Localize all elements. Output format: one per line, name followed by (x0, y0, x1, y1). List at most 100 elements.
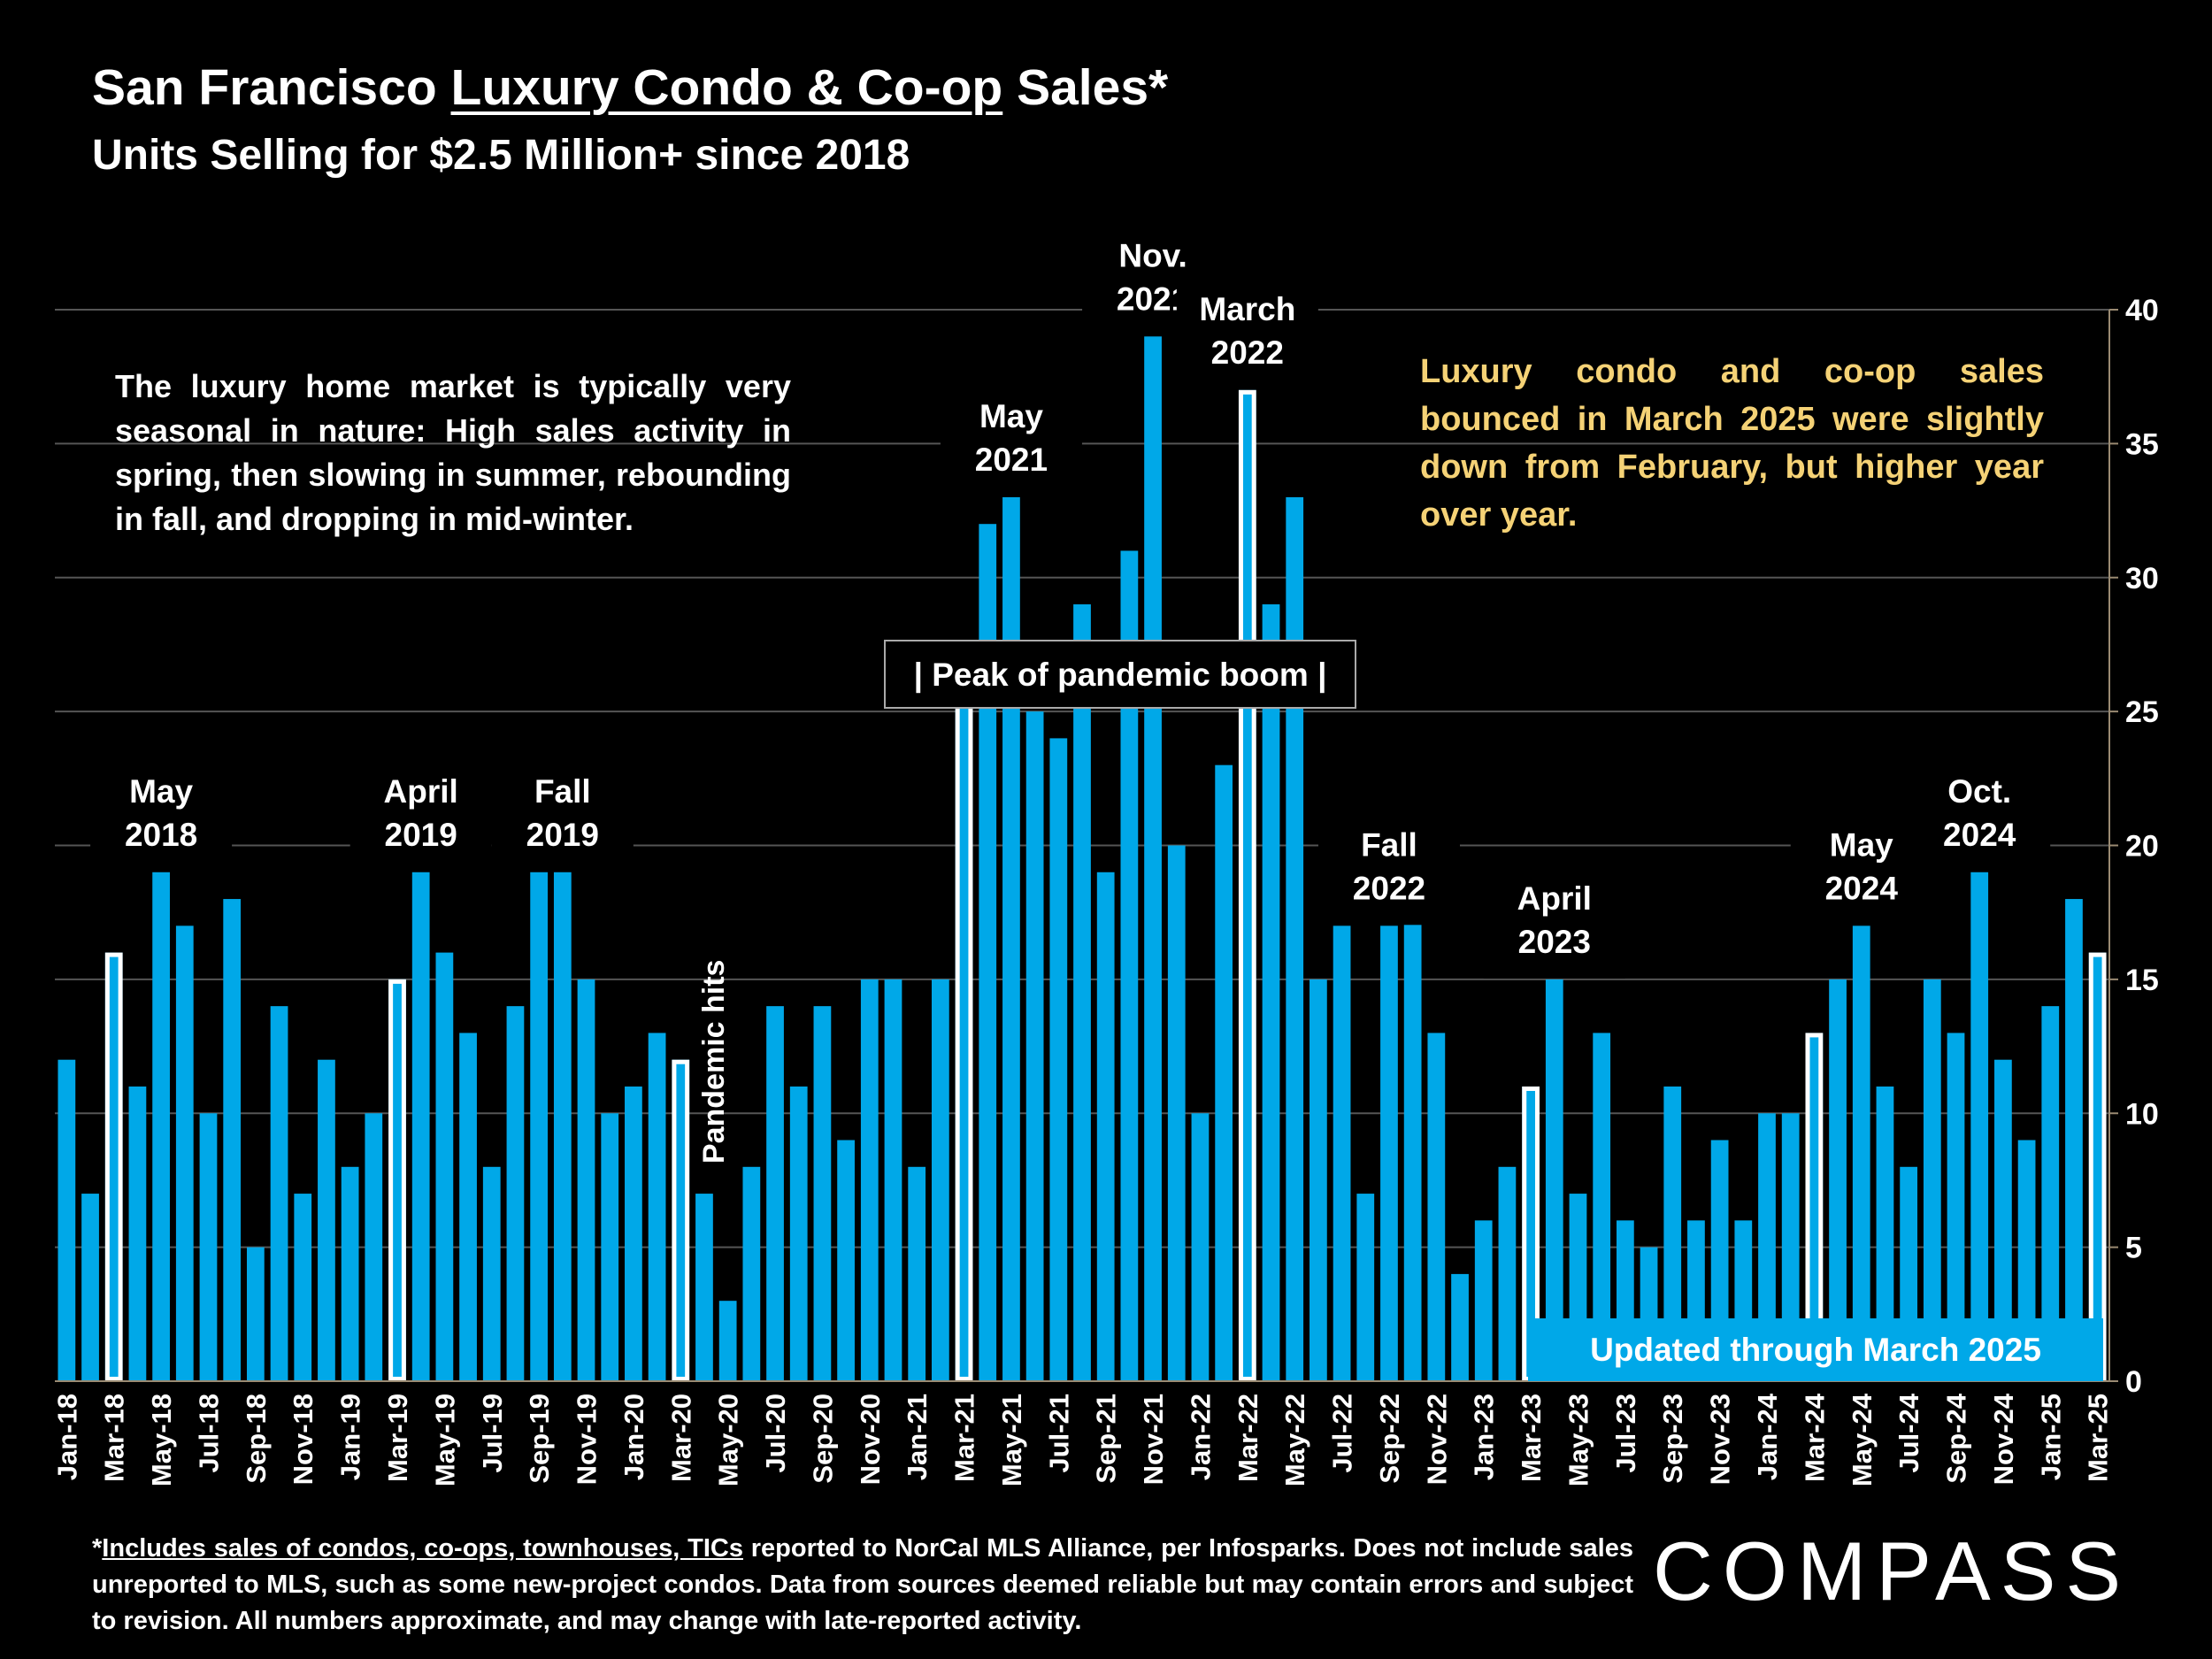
x-tick-label: Jul-18 (193, 1394, 224, 1473)
annotation-background (491, 763, 634, 872)
annotation-background (1176, 280, 1318, 389)
title-post: Sales* (1002, 59, 1169, 116)
x-tick-label: Nov-19 (572, 1394, 603, 1485)
annotation-background (1909, 763, 2051, 872)
bar (553, 872, 572, 1381)
x-tick-label: Jul-24 (1893, 1393, 1924, 1472)
peak-pandemic-label: | Peak of pandemic boom | (914, 657, 1327, 694)
x-tick-label: Jan-21 (902, 1394, 933, 1480)
bar (625, 1086, 642, 1381)
bar (199, 1113, 218, 1381)
chart-subtitle: Units Selling for $2.5 Million+ since 20… (92, 132, 910, 179)
bar (1947, 1033, 1965, 1381)
y-tick-label: 15 (2125, 964, 2159, 997)
annotation-label: 2024 (1943, 817, 2016, 853)
bar (152, 872, 170, 1381)
x-tick-label: Mar-21 (949, 1394, 980, 1482)
x-tick-label: Mar-22 (1233, 1394, 1263, 1482)
bar (1829, 979, 1847, 1381)
bar (1167, 845, 1186, 1381)
x-tick-label: Mar-20 (665, 1394, 696, 1482)
annotation-label: Fall (1361, 826, 1417, 863)
x-tick-label: Jan-25 (2035, 1394, 2066, 1480)
x-tick-label: Sep-21 (1091, 1394, 1122, 1484)
bar (1593, 1033, 1611, 1381)
x-tick-label: Nov-23 (1705, 1394, 1736, 1485)
bar (506, 1006, 525, 1381)
bar (1474, 1220, 1493, 1381)
bar (435, 952, 454, 1381)
bar (128, 1086, 147, 1381)
footnote-prefix: * (92, 1534, 103, 1563)
bar (365, 1113, 383, 1381)
x-tick-label: Nov-24 (1988, 1393, 2019, 1485)
x-tick-label: Sep-24 (1941, 1393, 1972, 1483)
x-tick-label: May-20 (713, 1394, 744, 1486)
annotation-label: May (1830, 826, 1893, 863)
x-tick-label: Nov-20 (855, 1394, 886, 1485)
x-tick-label: Mar-24 (1799, 1393, 1830, 1482)
x-tick-label: Jan-22 (1185, 1394, 1216, 1480)
bar (1120, 550, 1139, 1381)
annotation-background (349, 763, 492, 872)
x-tick-label: Mar-19 (382, 1394, 413, 1482)
bar (1096, 872, 1115, 1381)
bar (1215, 764, 1233, 1381)
bar (1002, 496, 1020, 1381)
bar (1876, 1086, 1894, 1381)
x-tick-label: May-23 (1563, 1394, 1594, 1486)
bar (1262, 604, 1280, 1381)
bar-highlight-outline (104, 952, 123, 1381)
footnote: *Includes sales of condos, co-ops, townh… (92, 1531, 1633, 1640)
x-tick-label: Jul-21 (1043, 1394, 1074, 1473)
y-tick-label: 25 (2125, 695, 2159, 729)
x-tick-label: Jan-19 (335, 1394, 366, 1480)
annotation-label: 2022 (1211, 334, 1284, 371)
bar (813, 1006, 832, 1381)
march-2025-note: Luxury condo and co-op sales bounced in … (1420, 353, 2044, 534)
bar (58, 1059, 76, 1381)
bar (411, 872, 430, 1381)
x-tick-label: May-24 (1847, 1393, 1878, 1486)
x-tick-label: May-22 (1279, 1394, 1310, 1486)
bar (81, 1194, 99, 1381)
annotation-label: 2024 (1825, 870, 1899, 906)
bar (2041, 1006, 2060, 1381)
pandemic-hits-label: Pandemic hits (697, 960, 731, 1164)
annotation-label: Oct. (1947, 773, 2011, 810)
annotation-background (940, 388, 1082, 496)
annotation-label: 2018 (125, 817, 197, 853)
seasonality-note: The luxury home market is typically very… (115, 368, 791, 537)
bar (459, 1033, 477, 1381)
bar (884, 979, 902, 1381)
x-tick-label: May-19 (429, 1394, 460, 1486)
annotation-label: April (384, 773, 458, 810)
bar (294, 1194, 312, 1381)
bar (1073, 604, 1091, 1381)
bar-highlight-outline (1238, 389, 1256, 1382)
bar (1970, 872, 1989, 1381)
bar (860, 979, 879, 1381)
bar (1545, 979, 1563, 1381)
bar (341, 1166, 359, 1381)
x-tick-label: Nov-21 (1138, 1394, 1169, 1485)
x-tick-label: Jan-23 (1469, 1394, 1500, 1480)
x-tick-label: May-21 (996, 1394, 1027, 1486)
annotation-label: March (1199, 291, 1295, 327)
x-tick-label: Jul-19 (477, 1394, 508, 1473)
bar (175, 926, 194, 1381)
x-tick-label: Jul-23 (1610, 1394, 1641, 1473)
x-tick-label: Jul-22 (1327, 1394, 1358, 1473)
bar (318, 1059, 335, 1381)
bar (1994, 1059, 2012, 1381)
chart-title: San Francisco Luxury Condo & Co-op Sales… (92, 58, 1168, 117)
bar (718, 1301, 737, 1381)
annotation-label: 2019 (526, 817, 599, 853)
bar (1310, 979, 1327, 1381)
x-tick-label: Sep-22 (1374, 1394, 1405, 1484)
x-tick-label: Mar-23 (1516, 1394, 1547, 1482)
annotation-label: 2022 (1353, 870, 1425, 906)
updated-through-label: Updated through March 2025 (1590, 1332, 2041, 1368)
y-tick-label: 40 (2125, 294, 2159, 327)
